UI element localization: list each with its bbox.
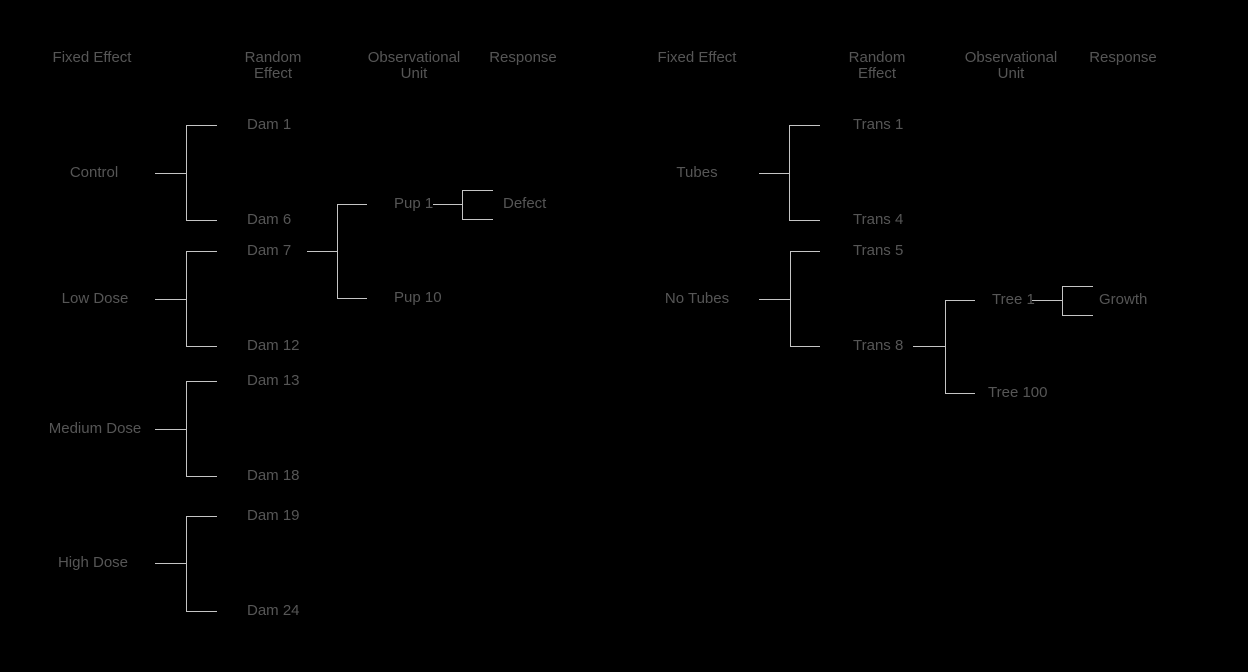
observational-unit-label: Pup 10: [394, 289, 442, 306]
header-line: Fixed Effect: [657, 49, 737, 66]
bracket-arm: [186, 220, 217, 221]
random-effect-label: Dam 12: [247, 337, 300, 354]
header-line: Response: [489, 49, 557, 66]
bracket-line: [337, 204, 338, 299]
random-effect-label: Trans 5: [853, 242, 904, 259]
header-line: Unit: [997, 65, 1025, 82]
bracket-arm: [945, 393, 975, 394]
connector-line: [433, 204, 462, 205]
bracket-arm: [186, 476, 217, 477]
bracket-line: [790, 251, 791, 347]
header-line: Fixed Effect: [52, 49, 132, 66]
bracket-line: [186, 251, 187, 347]
bracket-arm: [945, 300, 975, 301]
column-header-fixed-effect: Fixed Effect: [53, 50, 132, 66]
column-header-random-effect: Random Effect: [849, 50, 906, 82]
connector-line: [913, 346, 945, 347]
bracket-line: [186, 381, 187, 477]
bracket-line: [462, 190, 463, 220]
header-line: Response: [1089, 49, 1157, 66]
bracket-line: [945, 300, 946, 394]
fixed-effect-label: High Dose: [57, 554, 129, 571]
header-line: Unit: [400, 65, 428, 82]
bracket-arm: [790, 346, 820, 347]
bracket-arm: [1062, 286, 1093, 287]
header-line: Observational: [367, 49, 461, 66]
bracket-arm: [186, 346, 217, 347]
bracket-arm: [337, 204, 367, 205]
fixed-effect-label: Low Dose: [61, 290, 129, 307]
random-effect-label: Dam 7: [247, 242, 292, 259]
bracket-arm: [462, 219, 493, 220]
random-effect-label: Dam 1: [247, 116, 292, 133]
response-label: Defect: [503, 195, 547, 212]
bracket-line: [789, 125, 790, 221]
connector-line: [759, 299, 790, 300]
fixed-effect-label: Control: [69, 164, 119, 181]
random-effect-label: Dam 13: [247, 372, 300, 389]
column-header-random-effect: Random Effect: [245, 50, 302, 82]
fixed-effect-label: Medium Dose: [48, 420, 142, 437]
observational-unit-label: Pup 1: [394, 195, 434, 212]
header-line: Random: [244, 49, 302, 66]
random-effect-label: Dam 19: [247, 507, 300, 524]
bracket-arm: [1062, 315, 1093, 316]
random-effect-label: Dam 24: [247, 602, 300, 619]
bracket-line: [186, 516, 187, 612]
column-header-response: Response: [489, 50, 557, 66]
header-line: Observational: [964, 49, 1058, 66]
connector-line: [155, 563, 187, 564]
bracket-line: [186, 125, 187, 221]
column-header-observational-unit: Observational Unit: [368, 50, 461, 82]
header-line: Effect: [857, 65, 897, 82]
random-effect-label: Trans 1: [853, 116, 904, 133]
random-effect-label: Trans 8: [853, 337, 904, 354]
connector-line: [155, 299, 187, 300]
observational-unit-label: Tree 100: [988, 384, 1048, 401]
header-line: Random: [848, 49, 906, 66]
connector-line: [155, 173, 187, 174]
bracket-arm: [186, 381, 217, 382]
column-header-observational-unit: Observational Unit: [965, 50, 1058, 82]
random-effect-label: Trans 4: [853, 211, 904, 228]
connector-line: [759, 173, 789, 174]
bracket-arm: [337, 298, 367, 299]
bracket-arm: [462, 190, 493, 191]
bracket-arm: [186, 611, 217, 612]
bracket-arm: [186, 125, 217, 126]
bracket-arm: [789, 125, 820, 126]
fixed-effect-label: No Tubes: [664, 290, 730, 307]
random-effect-label: Dam 18: [247, 467, 300, 484]
random-effect-label: Dam 6: [247, 211, 292, 228]
bracket-arm: [789, 220, 820, 221]
bracket-arm: [186, 516, 217, 517]
connector-line: [307, 251, 337, 252]
response-label: Growth: [1099, 291, 1148, 308]
connector-line: [155, 429, 187, 430]
bracket-arm: [186, 251, 217, 252]
connector-line: [1032, 300, 1062, 301]
bracket-arm: [790, 251, 820, 252]
column-header-fixed-effect: Fixed Effect: [658, 50, 737, 66]
observational-unit-label: Tree 1: [992, 291, 1035, 308]
column-header-response: Response: [1089, 50, 1157, 66]
fixed-effect-label: Tubes: [676, 164, 718, 181]
header-line: Effect: [253, 65, 293, 82]
bracket-line: [1062, 286, 1063, 316]
